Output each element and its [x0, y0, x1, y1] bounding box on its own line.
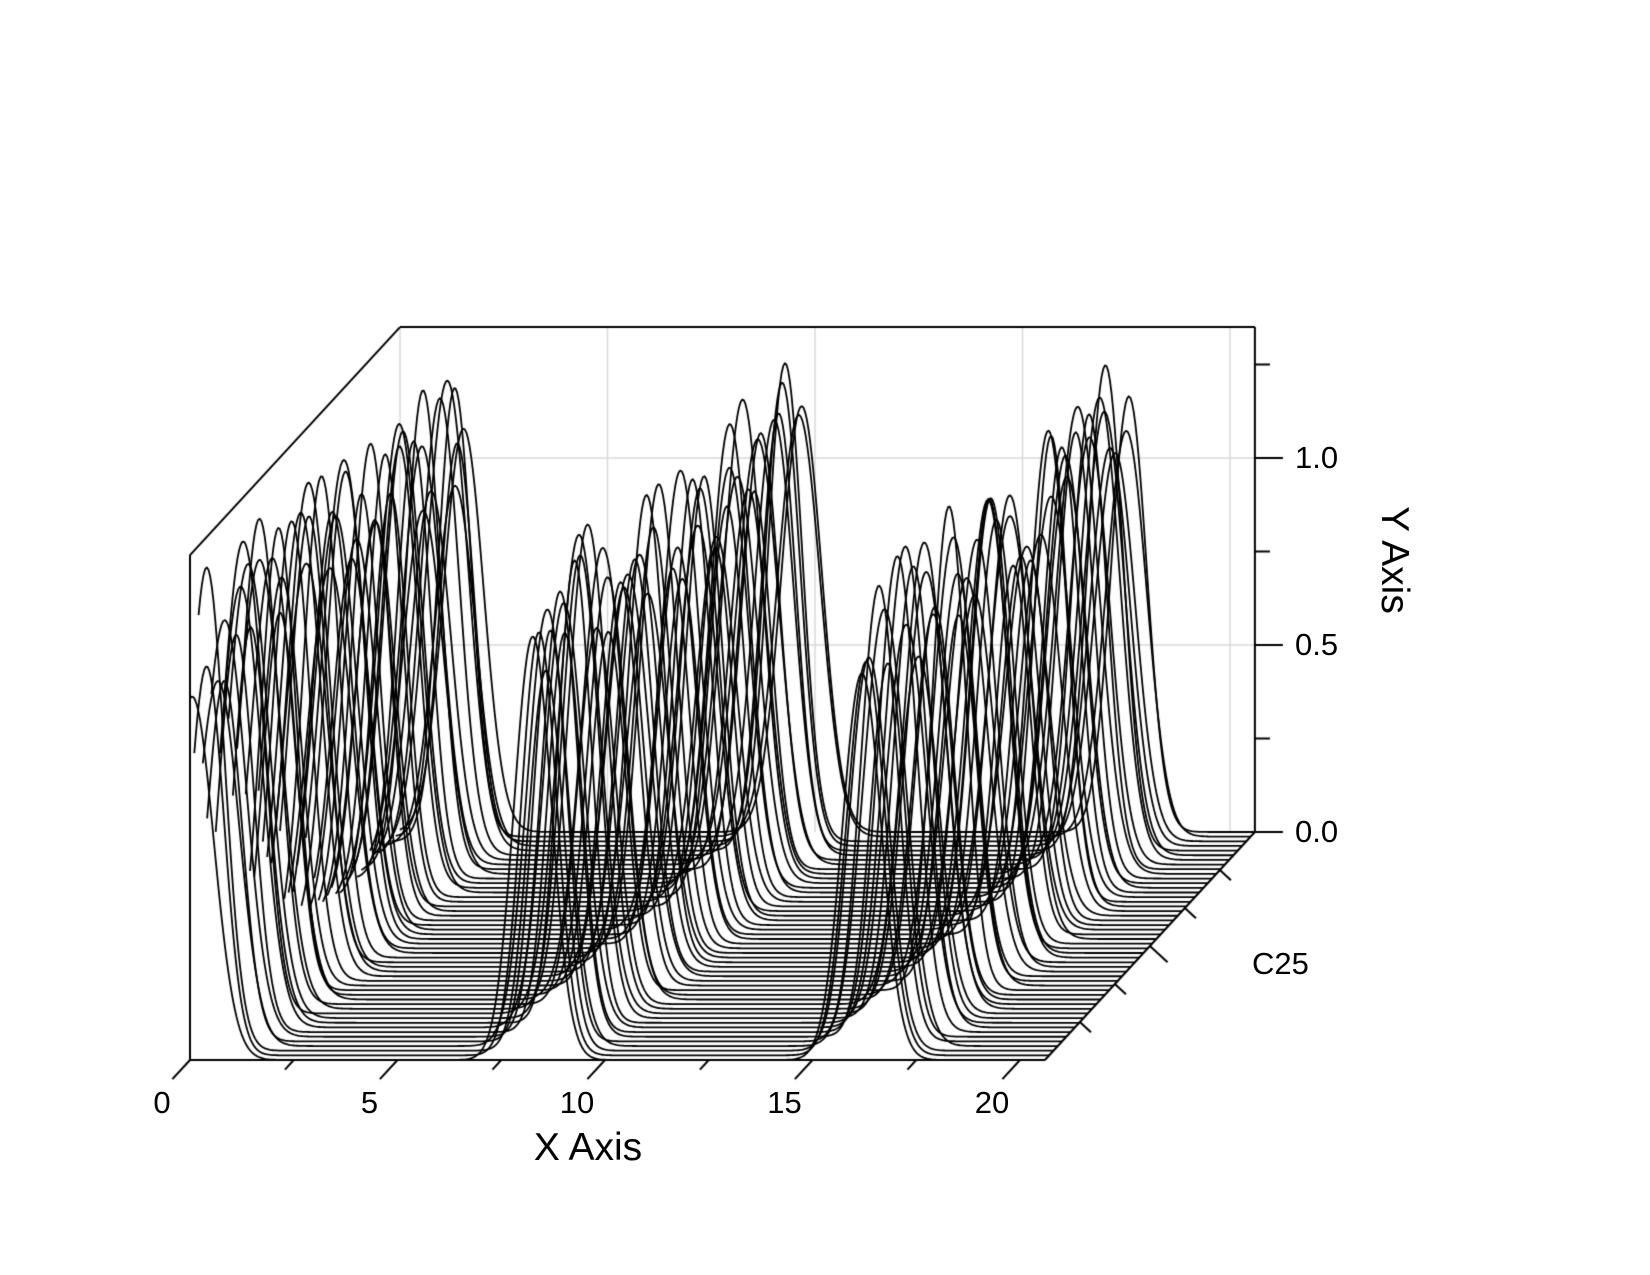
y-axis-title: Y Axis	[1373, 506, 1416, 614]
y-tick-label: 0.5	[1295, 627, 1339, 662]
x-axis-title: X Axis	[533, 1126, 643, 1169]
z-axis-label: C25	[1252, 946, 1309, 981]
x-tick-label: 10	[559, 1085, 595, 1120]
y-tick-label: 1.0	[1295, 440, 1339, 475]
x-tick-label: 20	[974, 1085, 1010, 1120]
x-tick-label: 15	[767, 1085, 802, 1120]
x-tick-label: 0	[153, 1085, 171, 1120]
x-tick-label: 5	[360, 1085, 379, 1120]
y-tick-label: 0.0	[1295, 814, 1339, 849]
